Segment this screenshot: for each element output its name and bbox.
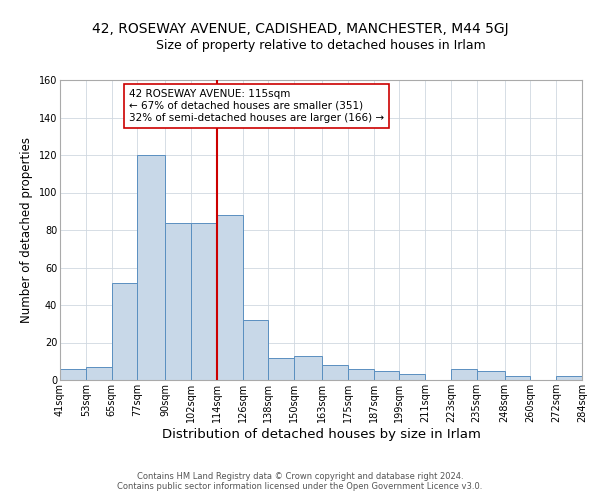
Bar (60, 369, 86, 380)
Bar (268, 358, 294, 380)
Bar (165, 222, 191, 380)
Bar (348, 369, 374, 380)
Bar (294, 356, 322, 380)
Text: Contains public sector information licensed under the Open Government Licence v3: Contains public sector information licen… (118, 482, 482, 491)
Bar (556, 376, 582, 380)
Bar (505, 376, 530, 380)
Bar (451, 369, 477, 380)
Bar (477, 370, 505, 380)
Title: Size of property relative to detached houses in Irlam: Size of property relative to detached ho… (156, 40, 486, 52)
Bar (242, 320, 268, 380)
Text: Contains HM Land Registry data © Crown copyright and database right 2024.: Contains HM Land Registry data © Crown c… (137, 472, 463, 481)
Bar (374, 370, 400, 380)
Y-axis label: Number of detached properties: Number of detached properties (20, 137, 33, 323)
X-axis label: Distribution of detached houses by size in Irlam: Distribution of detached houses by size … (161, 428, 481, 441)
Bar (137, 155, 165, 380)
Bar (322, 365, 348, 380)
Bar (217, 215, 242, 380)
Text: 42, ROSEWAY AVENUE, CADISHEAD, MANCHESTER, M44 5GJ: 42, ROSEWAY AVENUE, CADISHEAD, MANCHESTE… (92, 22, 508, 36)
Bar (191, 222, 217, 380)
Bar (400, 374, 425, 380)
Text: 42 ROSEWAY AVENUE: 115sqm
← 67% of detached houses are smaller (351)
32% of semi: 42 ROSEWAY AVENUE: 115sqm ← 67% of detac… (129, 90, 384, 122)
Bar (86, 367, 112, 380)
Bar (112, 282, 137, 380)
